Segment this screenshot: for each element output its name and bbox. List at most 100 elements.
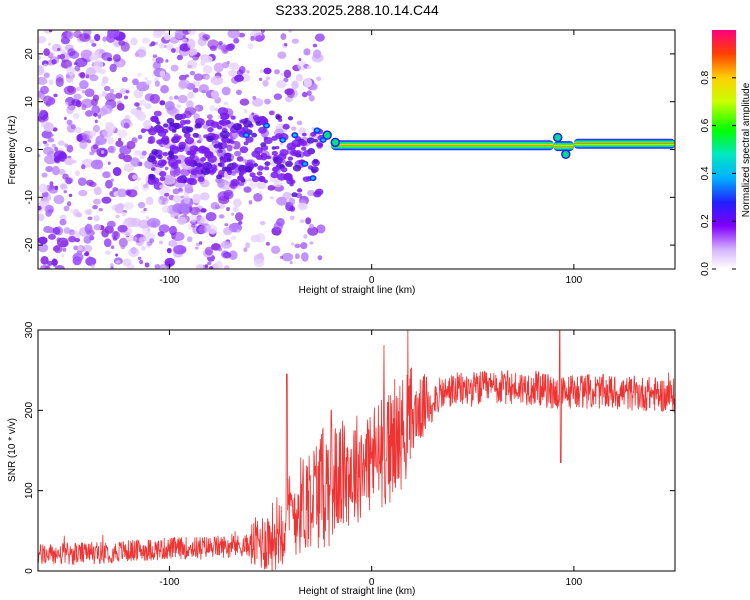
noise-blob [247, 178, 252, 182]
noise-blob [243, 108, 248, 114]
colorbar-tick-label: 0.8 [700, 70, 711, 84]
noise-blob [198, 137, 203, 142]
noise-blob [40, 197, 44, 201]
noise-blob [61, 253, 65, 258]
noise-blob [279, 142, 284, 146]
tone-feature [561, 149, 571, 160]
noise-blob [286, 88, 295, 99]
noise-blob [179, 124, 184, 128]
spectrogram-y-label: Frequency (Hz) [7, 116, 18, 185]
noise-blob [258, 126, 267, 134]
noise-blob [190, 214, 197, 223]
noise-blob [105, 92, 117, 102]
noise-blob [144, 76, 149, 81]
noise-blob [178, 141, 186, 148]
noise-blob [199, 192, 210, 201]
noise-blob [113, 190, 119, 197]
x-tick-label: 0 [369, 577, 375, 588]
noise-blob [232, 206, 239, 213]
noise-blob [234, 150, 242, 157]
noise-blob [154, 41, 158, 45]
noise-blob [47, 97, 56, 105]
noise-blob [224, 223, 229, 227]
noise-blob [161, 160, 167, 165]
y-tick-label: 200 [24, 402, 35, 419]
noise-blob [148, 128, 157, 136]
noise-blob [248, 200, 253, 205]
noise-blob [59, 49, 66, 55]
noise-blob [183, 132, 191, 139]
noise-blob [58, 168, 66, 175]
noise-blob [152, 61, 161, 70]
noise-blob [269, 196, 274, 200]
snr-series-line [38, 330, 675, 571]
noise-blob [224, 265, 230, 269]
noise-hotspot-core [315, 128, 319, 132]
x-tick-label: -100 [159, 577, 179, 588]
noise-blob [234, 74, 244, 82]
noise-blob [216, 174, 223, 180]
noise-blob [154, 264, 161, 269]
noise-blob [54, 264, 65, 269]
noise-blob [310, 131, 317, 137]
noise-blob [89, 130, 97, 137]
noise-blob [123, 122, 130, 129]
noise-blob [125, 90, 130, 94]
noise-blob [104, 250, 111, 255]
noise-blob [218, 41, 223, 46]
noise-blob [196, 162, 203, 168]
noise-blob [291, 38, 299, 44]
noise-blob [70, 124, 76, 130]
noise-blob [93, 224, 102, 231]
noise-blob [178, 189, 184, 193]
noise-blob [137, 201, 146, 209]
noise-blob [243, 186, 252, 193]
noise-blob [56, 47, 61, 51]
noise-blob [259, 191, 263, 195]
noise-blob [143, 207, 147, 212]
noise-blob [239, 146, 249, 154]
noise-blob [63, 227, 71, 234]
noise-blob [227, 171, 233, 176]
noise-blob [169, 144, 177, 151]
noise-blob [161, 205, 170, 213]
noise-blob [290, 126, 297, 131]
noise-blob [162, 123, 169, 128]
colorbar-tick-label: 0.0 [700, 262, 711, 276]
noise-blob [181, 38, 188, 44]
noise-blob [86, 208, 93, 216]
noise-blob [84, 223, 93, 234]
noise-blob [63, 85, 77, 95]
noise-blob [213, 260, 223, 269]
noise-blob [161, 199, 166, 205]
noise-blob [96, 159, 103, 165]
noise-blob [78, 189, 88, 197]
noise-blob [39, 109, 49, 120]
noise-blob [204, 246, 213, 256]
noise-blob [141, 37, 150, 44]
noise-blob [251, 97, 264, 107]
noise-blob [185, 159, 195, 167]
noise-blob [64, 157, 74, 166]
noise-blob [112, 167, 122, 177]
noise-blob [165, 59, 169, 63]
noise-blob [186, 60, 198, 69]
noise-blob [45, 184, 54, 191]
noise-blob [131, 137, 138, 144]
noise-blob [313, 190, 322, 198]
noise-blob [283, 43, 288, 47]
noise-blob [123, 202, 134, 210]
noise-blob [66, 119, 73, 126]
noise-blob [38, 205, 42, 211]
noise-blob [273, 69, 280, 75]
noise-blob [219, 119, 228, 126]
noise-blob [82, 244, 93, 253]
noise-blob [174, 215, 179, 220]
noise-blob [249, 181, 258, 189]
noise-blob [134, 150, 142, 156]
noise-blob [105, 179, 113, 189]
noise-blob [119, 88, 128, 94]
noise-blob [187, 91, 195, 99]
noise-blob [177, 94, 188, 104]
